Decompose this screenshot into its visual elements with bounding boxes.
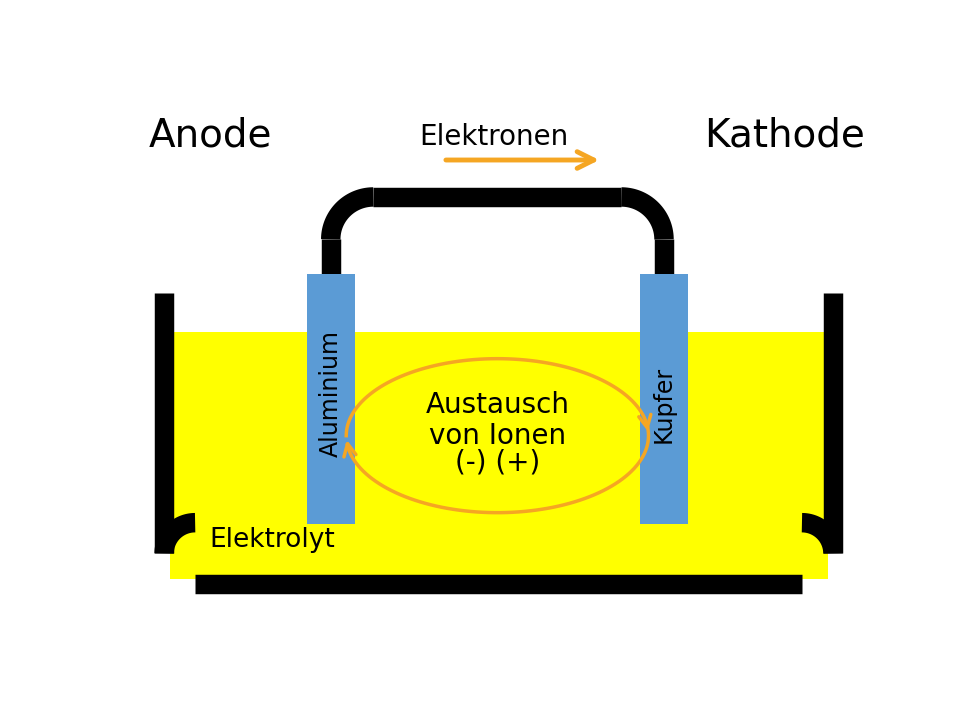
Text: Austausch: Austausch bbox=[426, 391, 570, 419]
Text: von Ionen: von Ionen bbox=[429, 422, 566, 449]
Text: Elektronen: Elektronen bbox=[419, 123, 568, 151]
Bar bbox=[307, 274, 355, 524]
Bar bbox=[169, 332, 827, 579]
Text: Anode: Anode bbox=[149, 117, 272, 154]
Bar bbox=[640, 274, 688, 524]
Text: Kathode: Kathode bbox=[704, 117, 864, 154]
Text: Elektrolyt: Elektrolyt bbox=[210, 527, 335, 552]
Text: Aluminium: Aluminium bbox=[319, 330, 343, 457]
Text: Kupfer: Kupfer bbox=[652, 366, 676, 444]
Text: (-) (+): (-) (+) bbox=[455, 449, 540, 476]
